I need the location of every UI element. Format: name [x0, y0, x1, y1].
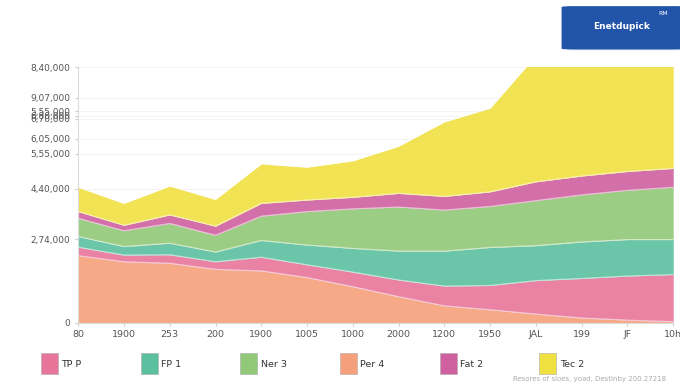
Text: Per 4: Per 4 — [360, 359, 385, 369]
Text: Enetdupick: Enetdupick — [593, 22, 650, 31]
Text: FP 1: FP 1 — [161, 359, 181, 369]
Text: RM: RM — [658, 12, 668, 17]
Text: Resores of sloes, yoad, Destinby 200.27218: Resores of sloes, yoad, Destinby 200.272… — [513, 376, 666, 382]
Text: Fat 2: Fat 2 — [460, 359, 483, 369]
Text: AP 2025: AP 2025 — [15, 14, 150, 42]
FancyBboxPatch shape — [561, 5, 680, 50]
Text: TP P: TP P — [61, 359, 82, 369]
Text: Tec 2: Tec 2 — [560, 359, 584, 369]
Text: Ner 3: Ner 3 — [260, 359, 287, 369]
